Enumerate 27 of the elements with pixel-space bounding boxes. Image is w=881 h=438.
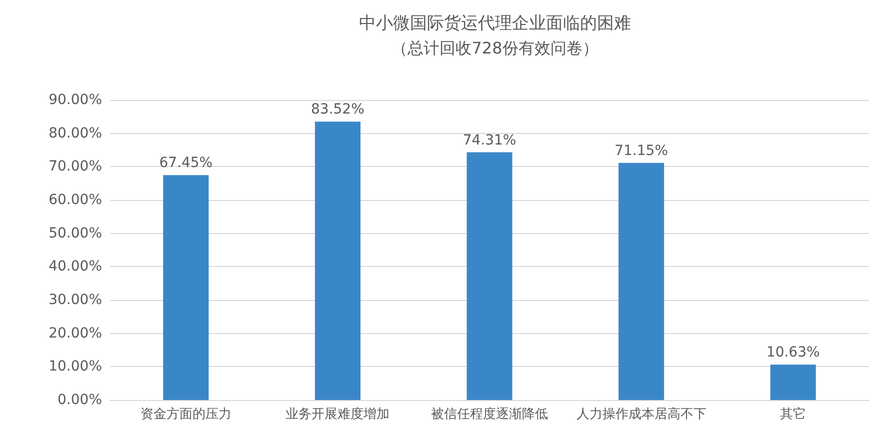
x-tick-label: 被信任程度逐渐降低 (431, 406, 548, 422)
bar (770, 364, 816, 400)
data-label: 67.45% (159, 155, 213, 172)
y-tick-label: 80.00% (48, 125, 102, 142)
data-label: 71.15% (614, 142, 668, 159)
bar (314, 122, 360, 400)
y-tick-label: 70.00% (48, 158, 102, 175)
data-label: 83.52% (311, 102, 364, 118)
y-tick-label: 10.00% (48, 358, 102, 375)
data-label: 74.31% (462, 132, 516, 148)
bar (163, 175, 209, 400)
x-tick-label: 其它 (780, 406, 806, 422)
x-tick-label: 资金方面的压力 (140, 406, 232, 422)
bar (618, 162, 664, 400)
y-tick-label: 30.00% (48, 292, 102, 308)
chart-subtitle: （总计回收728份有效问卷） (392, 38, 598, 58)
data-label: 10.63% (766, 344, 820, 361)
y-tick-label: 90.00% (48, 92, 102, 108)
y-tick-label: 50.00% (48, 225, 102, 242)
y-tick-label: 40.00% (48, 258, 102, 275)
chart-title: 中小微国际货运代理企业面临的困难 (359, 14, 631, 34)
bar (466, 152, 512, 400)
x-tick-label: 人力操作成本居高不下 (576, 406, 706, 422)
y-tick-label: 0.00% (58, 392, 102, 408)
x-tick-label: 业务开展难度增加 (286, 406, 390, 422)
y-tick-label: 60.00% (48, 192, 102, 208)
y-tick-label: 20.00% (48, 325, 102, 342)
